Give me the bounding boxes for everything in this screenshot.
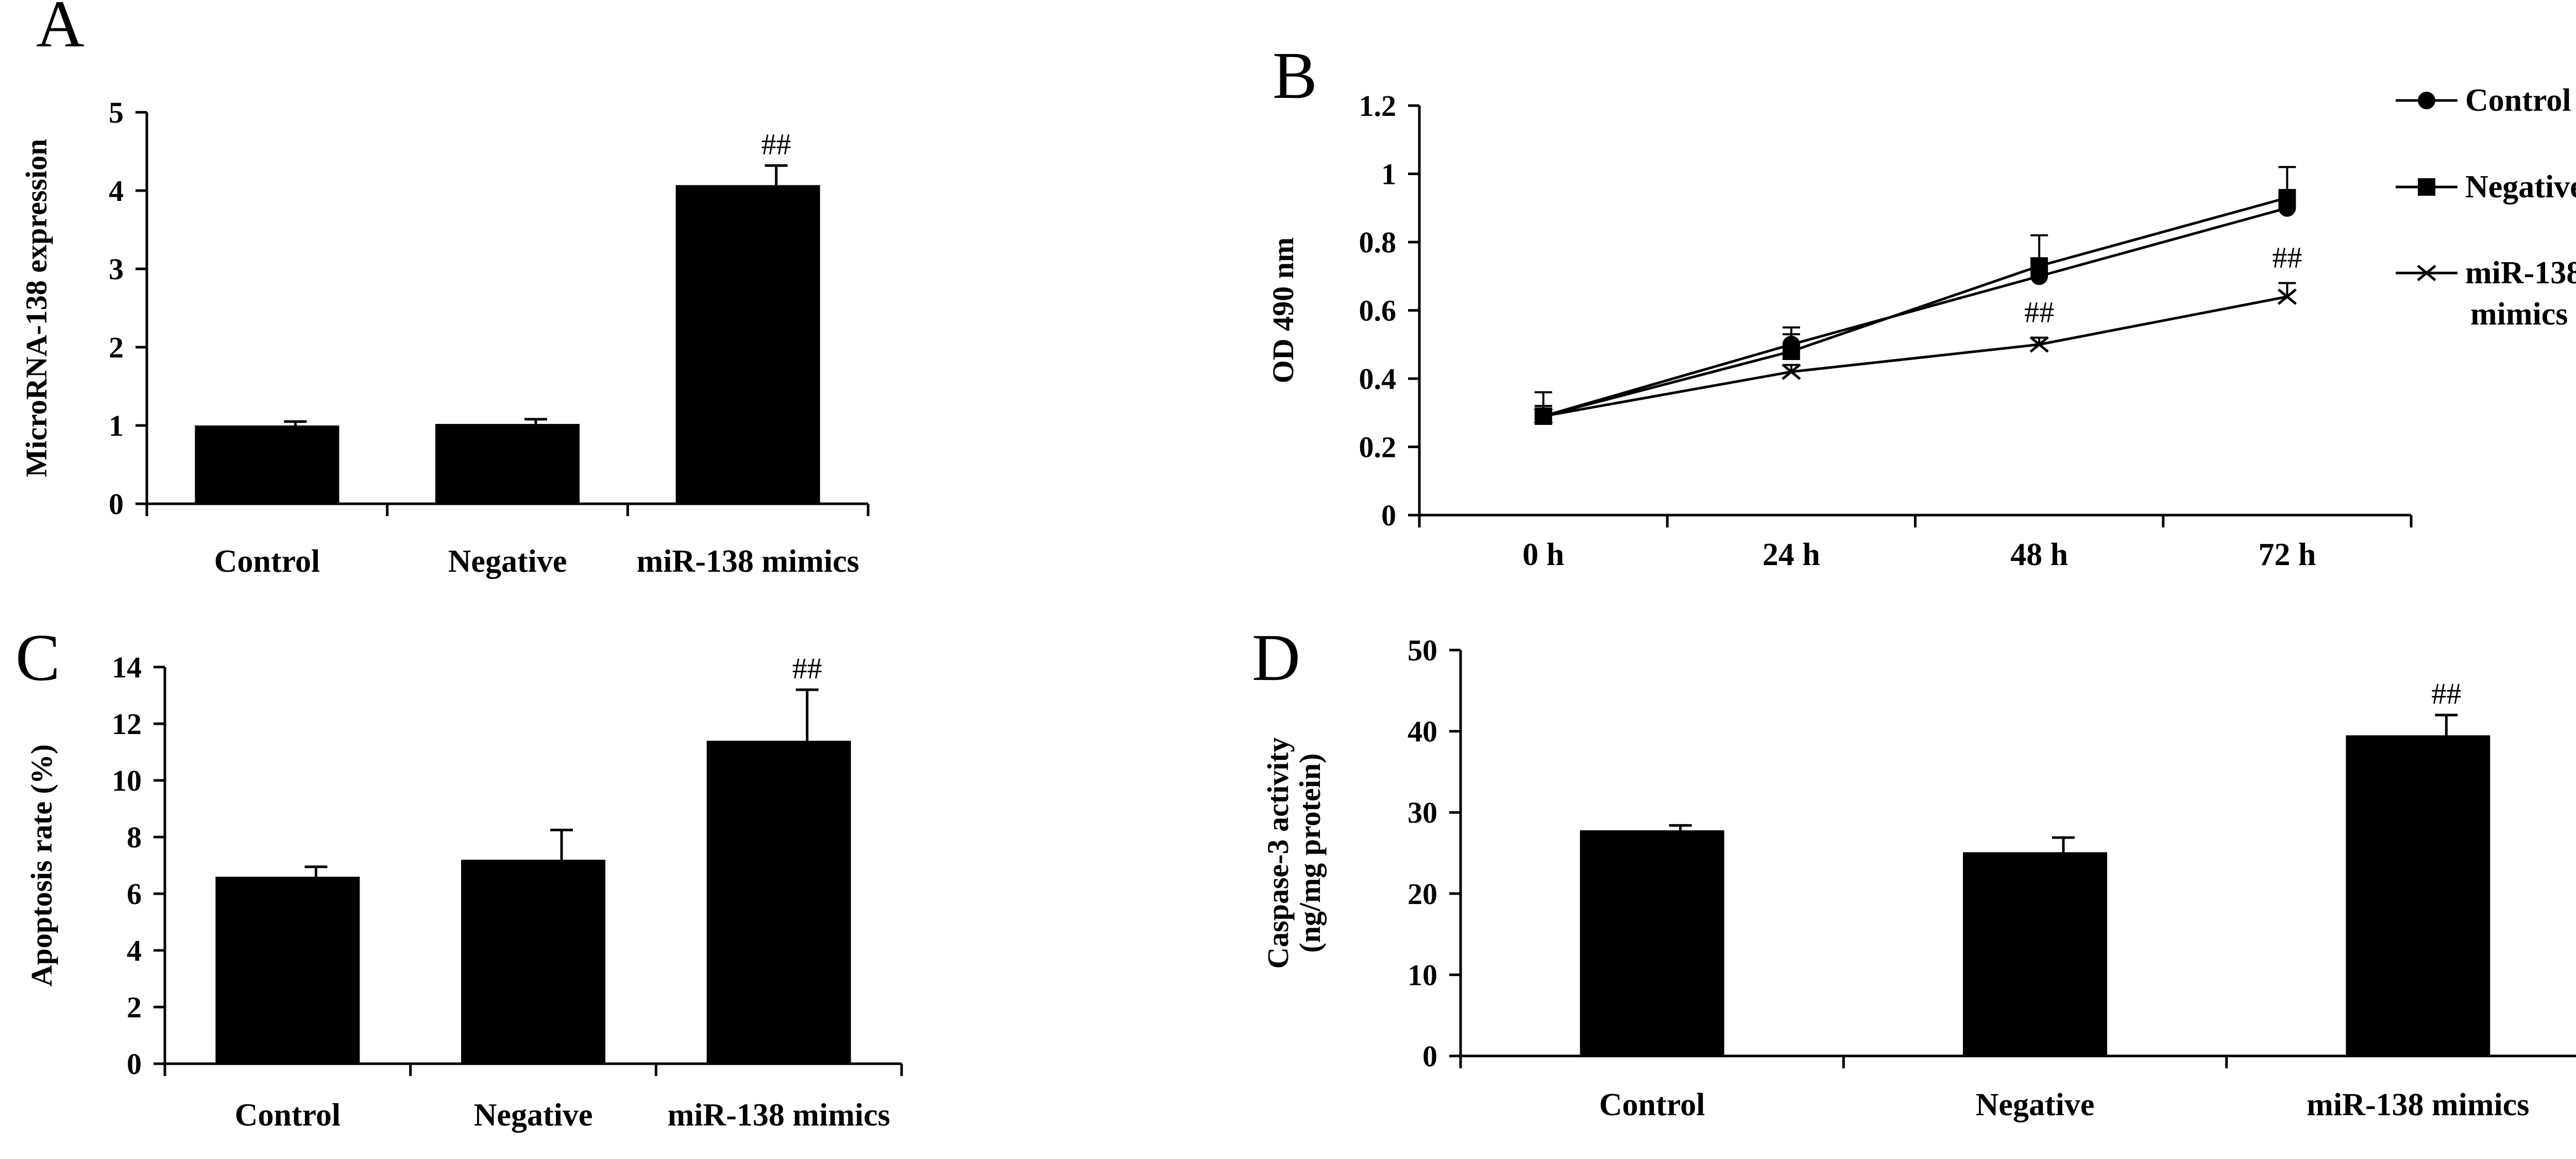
panel-label: A bbox=[36, 0, 84, 61]
y-tick-label: 40 bbox=[1408, 715, 1437, 748]
y-tick-label: 0.6 bbox=[1359, 294, 1397, 328]
data-point-x-stroke bbox=[1782, 363, 1801, 380]
y-tick-label: 0.8 bbox=[1359, 226, 1397, 259]
legend-label-line: mimics bbox=[2470, 297, 2568, 332]
y-tick-label: 3 bbox=[109, 252, 124, 286]
bar bbox=[461, 860, 605, 1064]
x-category-label: Negative bbox=[448, 544, 567, 579]
y-tick-label: 1 bbox=[1381, 158, 1396, 191]
y-tick-label: 0 bbox=[1422, 1039, 1437, 1073]
series-line bbox=[1543, 207, 2288, 418]
y-tick-label: 1 bbox=[109, 409, 124, 442]
y-tick-label: 10 bbox=[112, 764, 142, 797]
data-point-square bbox=[2278, 189, 2296, 207]
bar bbox=[2346, 735, 2490, 1056]
data-point-circle bbox=[2418, 92, 2435, 109]
y-tick-label: 0.2 bbox=[1359, 431, 1397, 464]
bar bbox=[706, 741, 851, 1064]
y-tick-label: 4 bbox=[109, 174, 124, 208]
significance-annotation: ## bbox=[2272, 241, 2302, 275]
x-category-label: 72 h bbox=[2258, 537, 2316, 572]
panel-label: B bbox=[1273, 39, 1317, 113]
legend-label: Control bbox=[2465, 83, 2571, 118]
y-tick-label: 10 bbox=[1408, 958, 1437, 992]
x-category-label: Control bbox=[235, 1098, 341, 1133]
y-tick-label: 8 bbox=[127, 821, 142, 854]
data-point-x-stroke bbox=[2417, 265, 2436, 281]
x-category-label: miR-138 mimics bbox=[2307, 1087, 2529, 1122]
series-line bbox=[1543, 196, 2288, 418]
x-category-label: Negative bbox=[474, 1098, 593, 1133]
y-axis-label: (ng/mg protein) bbox=[1293, 753, 1327, 952]
legend-label-line: miR-138 bbox=[2465, 255, 2576, 291]
x-category-label: 24 h bbox=[1762, 537, 1820, 572]
bar bbox=[675, 185, 820, 504]
x-category-label: miR-138 mimics bbox=[637, 544, 859, 579]
bar bbox=[1963, 852, 2107, 1056]
y-axis-label: Apoptosis rate (%) bbox=[25, 744, 58, 986]
x-category-label: Control bbox=[1599, 1087, 1705, 1122]
legend-label: miR-138 mimics bbox=[2465, 255, 2576, 332]
panel-label: C bbox=[15, 621, 60, 695]
data-point-x bbox=[1534, 407, 1553, 424]
bar bbox=[1580, 830, 1724, 1056]
x-category-label: Negative bbox=[1976, 1087, 2095, 1122]
x-category-label: 0 h bbox=[1522, 537, 1564, 572]
y-tick-label: 0 bbox=[109, 487, 124, 521]
y-tick-label: 4 bbox=[127, 934, 142, 967]
y-tick-label: 12 bbox=[112, 707, 142, 741]
data-point-x-stroke bbox=[1534, 407, 1553, 424]
y-tick-label: 20 bbox=[1408, 877, 1437, 911]
bar bbox=[195, 425, 340, 504]
x-category-label: Control bbox=[214, 544, 320, 579]
significance-annotation: ## bbox=[2024, 296, 2054, 329]
data-point-x bbox=[2277, 288, 2297, 305]
significance-annotation: ## bbox=[792, 652, 822, 685]
y-tick-label: 0.4 bbox=[1359, 362, 1397, 396]
data-point-x-stroke bbox=[2277, 288, 2297, 305]
legend-label: Negative bbox=[2465, 169, 2576, 204]
data-point-square bbox=[1782, 343, 1800, 360]
data-point-square bbox=[2030, 257, 2048, 275]
y-tick-label: 2 bbox=[127, 991, 142, 1024]
bar bbox=[215, 877, 360, 1064]
significance-annotation: ## bbox=[761, 127, 791, 161]
data-point-x bbox=[2417, 265, 2436, 281]
y-tick-label: 2 bbox=[109, 331, 124, 364]
y-axis-label: MicroRNA-138 expression bbox=[20, 139, 53, 478]
y-axis-label: Caspase-3 activity bbox=[1261, 737, 1295, 968]
bar bbox=[435, 423, 580, 504]
data-point-x bbox=[1782, 363, 1801, 380]
data-point-square bbox=[2418, 178, 2435, 196]
y-tick-label: 50 bbox=[1408, 634, 1437, 667]
series-line bbox=[1543, 295, 2287, 418]
y-tick-label: 0 bbox=[1381, 499, 1396, 532]
y-tick-label: 0 bbox=[127, 1047, 142, 1081]
data-point-x-stroke bbox=[2029, 336, 2049, 353]
y-tick-label: 5 bbox=[109, 96, 124, 129]
y-tick-label: 1.2 bbox=[1359, 89, 1397, 123]
y-axis-label: OD 490 nm bbox=[1266, 237, 1300, 384]
x-category-label: 48 h bbox=[2010, 537, 2068, 572]
y-tick-label: 14 bbox=[112, 651, 142, 684]
y-tick-label: 6 bbox=[127, 877, 142, 911]
y-tick-label: 30 bbox=[1408, 796, 1437, 829]
significance-annotation: ## bbox=[2431, 677, 2461, 710]
x-category-label: miR-138 mimics bbox=[668, 1098, 890, 1133]
data-point-x bbox=[2029, 336, 2049, 353]
panel-label: D bbox=[1252, 621, 1300, 695]
